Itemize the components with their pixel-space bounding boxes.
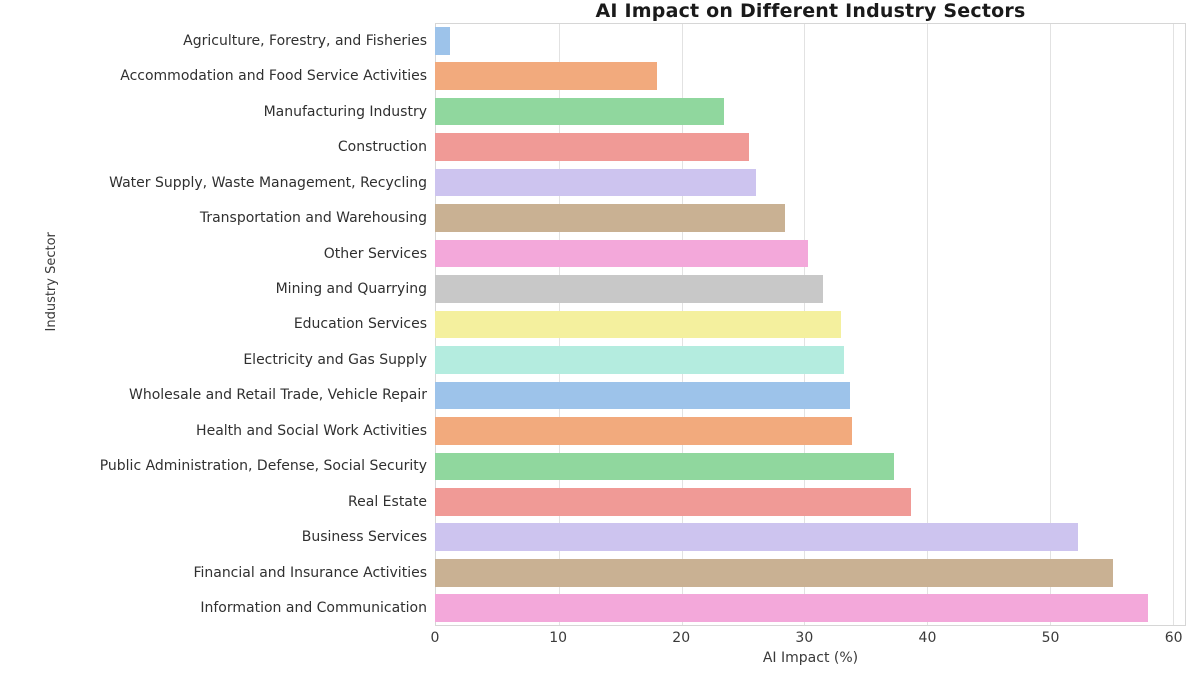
category-label: Transportation and Warehousing xyxy=(199,210,427,227)
bar-row: Manufacturing Industry xyxy=(0,94,1186,129)
bar-track xyxy=(435,555,1186,590)
bar xyxy=(435,275,823,303)
category-label: Electricity and Gas Supply xyxy=(243,351,427,368)
category-label: Accommodation and Food Service Activitie… xyxy=(120,68,427,85)
bar-row: Transportation and Warehousing xyxy=(0,200,1186,235)
gridline-x-40 xyxy=(927,24,929,625)
bar xyxy=(435,310,842,339)
category-label: Mining and Quarrying xyxy=(275,281,427,298)
x-tick-label: 60 xyxy=(1164,630,1183,646)
gridline-x-60 xyxy=(1172,24,1174,625)
bar-row: Real Estate xyxy=(0,484,1186,519)
x-tick-label: 0 xyxy=(430,630,440,646)
bar xyxy=(435,558,1114,587)
bar-row: Water Supply, Waste Management, Recyclin… xyxy=(0,165,1186,200)
gridline-x-50 xyxy=(1049,24,1051,625)
bar xyxy=(435,168,757,197)
category-label: Real Estate xyxy=(348,493,427,510)
bar xyxy=(435,26,450,55)
bar xyxy=(435,452,895,481)
bar-track xyxy=(435,307,1186,342)
bar-row: Construction xyxy=(0,129,1186,164)
bar xyxy=(435,381,850,410)
bar xyxy=(435,97,725,126)
x-tick-label: 40 xyxy=(918,630,937,646)
bar-track xyxy=(435,484,1186,519)
bar-track xyxy=(435,94,1186,129)
x-axis: 0 10 20 30 40 50 60 xyxy=(0,630,1200,648)
bar xyxy=(435,594,1148,623)
x-tick-label: 20 xyxy=(672,630,691,646)
bar-track xyxy=(435,449,1186,484)
bar-row: Financial and Insurance Activities xyxy=(0,555,1186,590)
bar-row: Public Administration, Defense, Social S… xyxy=(0,449,1186,484)
bar xyxy=(435,239,809,268)
bar-track xyxy=(435,591,1186,626)
bar-track xyxy=(435,378,1186,413)
category-label: Education Services xyxy=(293,316,427,333)
category-label: Financial and Insurance Activities xyxy=(193,564,427,581)
bar-track xyxy=(435,236,1186,271)
bar-rows: Agriculture, Forestry, and Fisheries Acco… xyxy=(0,23,1186,626)
category-label: Business Services xyxy=(301,529,427,546)
bar xyxy=(435,62,657,91)
bar-track xyxy=(435,520,1186,555)
bar-row: Health and Social Work Activities xyxy=(0,413,1186,448)
category-label: Agriculture, Forestry, and Fisheries xyxy=(183,32,427,49)
bar-row: Education Services xyxy=(0,307,1186,342)
bar-row: Electricity and Gas Supply xyxy=(0,342,1186,377)
category-label: Construction xyxy=(337,139,427,156)
bar xyxy=(435,204,785,232)
bar-row: Accommodation and Food Service Activitie… xyxy=(0,58,1186,93)
bar-track xyxy=(435,413,1186,448)
bar-track xyxy=(435,271,1186,306)
category-label: Water Supply, Waste Management, Recyclin… xyxy=(109,174,427,191)
x-tick-label: 10 xyxy=(549,630,568,646)
category-label: Wholesale and Retail Trade, Vehicle Repa… xyxy=(129,387,427,404)
bar-row: Other Services xyxy=(0,236,1186,271)
bar-track xyxy=(435,200,1186,235)
x-tick-label: 30 xyxy=(795,630,814,646)
bar xyxy=(435,523,1078,552)
bar-track xyxy=(435,23,1186,58)
bar-row: Mining and Quarrying xyxy=(0,271,1186,306)
bar-row: Agriculture, Forestry, and Fisheries xyxy=(0,23,1186,58)
category-label: Health and Social Work Activities xyxy=(196,422,427,439)
bar-track xyxy=(435,342,1186,377)
category-label: Other Services xyxy=(323,245,427,262)
x-axis-title: AI Impact (%) xyxy=(762,650,859,666)
bar-row: Information and Communication xyxy=(0,591,1186,626)
bar-row: Wholesale and Retail Trade, Vehicle Repa… xyxy=(0,378,1186,413)
bar-track xyxy=(435,58,1186,93)
category-label: Information and Communication xyxy=(200,600,427,617)
bar xyxy=(435,487,912,516)
bar xyxy=(435,346,844,374)
chart-title: AI Impact on Different Industry Sectors xyxy=(595,0,1026,22)
bar-track xyxy=(435,165,1186,200)
category-label: Manufacturing Industry xyxy=(263,103,427,120)
x-tick-label: 50 xyxy=(1041,630,1060,646)
bar xyxy=(435,133,749,161)
bar-row: Business Services xyxy=(0,520,1186,555)
category-label: Public Administration, Defense, Social S… xyxy=(99,458,427,475)
bar-track xyxy=(435,129,1186,164)
bar xyxy=(435,417,853,445)
